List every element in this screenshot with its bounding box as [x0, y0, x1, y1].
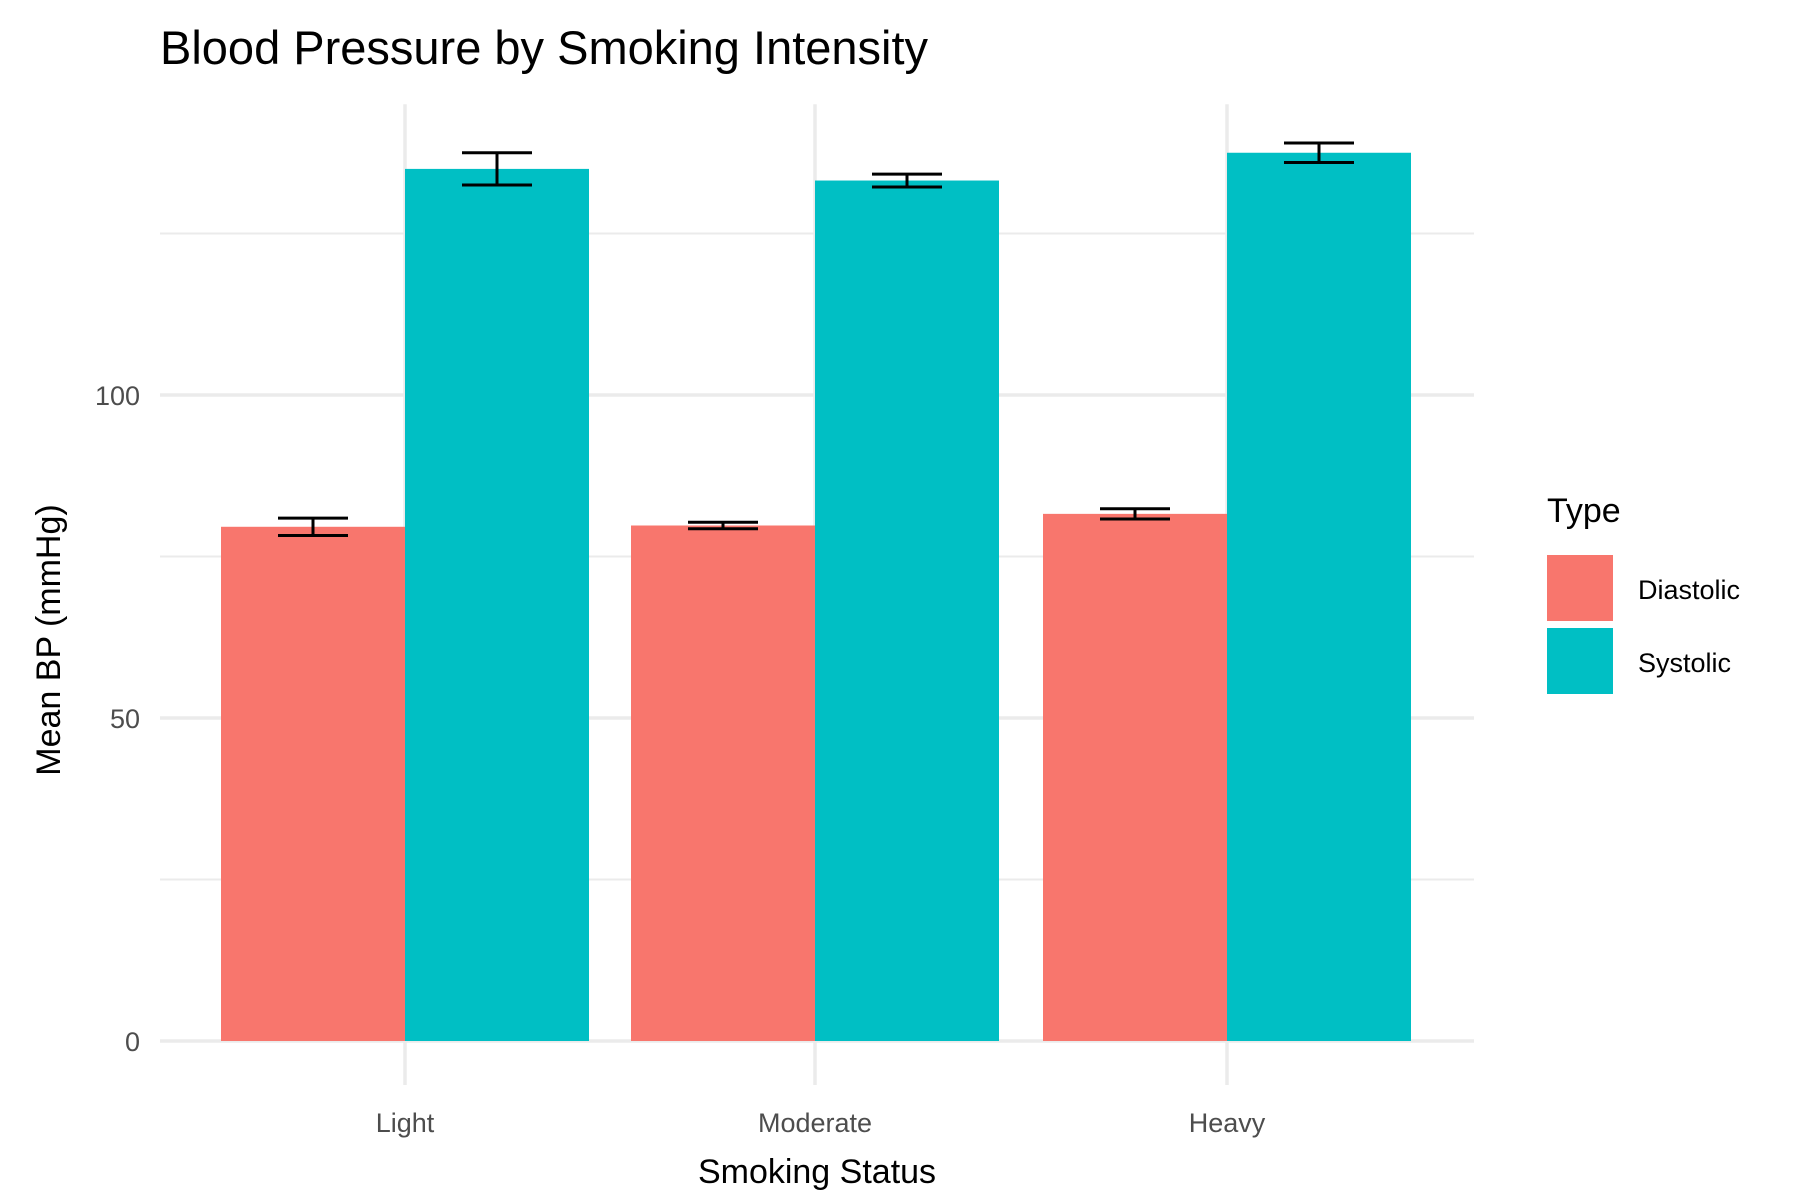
x-tick-label: Moderate: [758, 1108, 872, 1138]
x-axis-label: Smoking Status: [698, 1153, 936, 1191]
error-bar: [462, 151, 532, 187]
error-bar: [688, 520, 758, 531]
error-bar: [278, 516, 348, 538]
error-bar: [1100, 507, 1170, 521]
y-tick-label: 100: [95, 381, 140, 411]
bar-systolic: [405, 168, 589, 1041]
y-tick-label: 0: [125, 1027, 140, 1057]
chart-title: Blood Pressure by Smoking Intensity: [160, 21, 929, 74]
x-tick-label: Light: [376, 1108, 435, 1138]
legend: Type Diastolic Systolic: [1547, 492, 1740, 694]
bar-systolic: [815, 180, 999, 1041]
bar-diastolic: [1043, 513, 1227, 1041]
y-tick-label: 50: [110, 704, 140, 734]
bars: [221, 141, 1411, 1041]
error-bar: [1284, 141, 1354, 164]
y-axis-ticks: 0 50 100: [95, 381, 140, 1057]
legend-label: Diastolic: [1638, 575, 1740, 605]
x-tick-label: Heavy: [1189, 1108, 1266, 1138]
legend-swatch-systolic: [1547, 628, 1613, 694]
error-bar: [872, 172, 942, 189]
x-axis-ticks: Light Moderate Heavy: [376, 1108, 1266, 1138]
bar-systolic: [1227, 152, 1411, 1041]
legend-title: Type: [1547, 492, 1621, 530]
bar-diastolic: [221, 526, 405, 1041]
y-axis-label: Mean BP (mmHg): [30, 504, 68, 775]
legend-swatch-diastolic: [1547, 555, 1613, 621]
bar-diastolic: [631, 525, 815, 1041]
legend-label: Systolic: [1638, 648, 1731, 678]
